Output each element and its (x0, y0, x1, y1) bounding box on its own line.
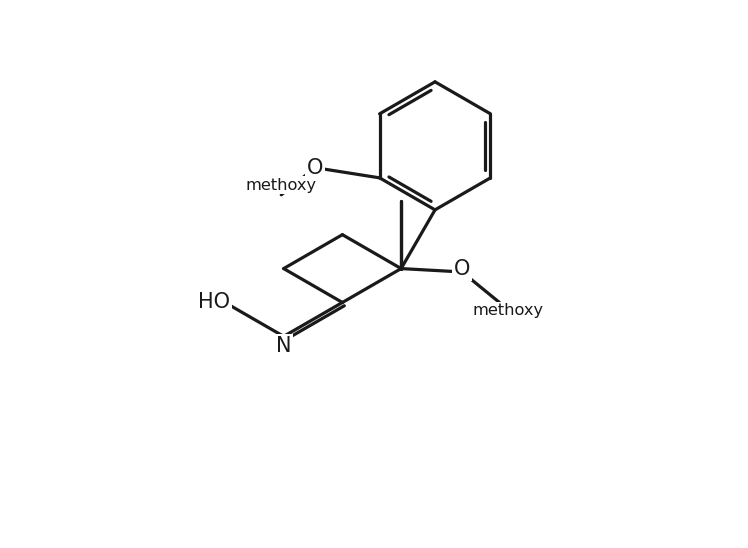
Text: methoxy: methoxy (245, 178, 317, 192)
Text: HO: HO (198, 293, 230, 312)
Text: O: O (307, 158, 323, 178)
Text: methoxy: methoxy (472, 303, 543, 318)
Text: O: O (454, 259, 470, 279)
Text: N: N (276, 336, 292, 356)
